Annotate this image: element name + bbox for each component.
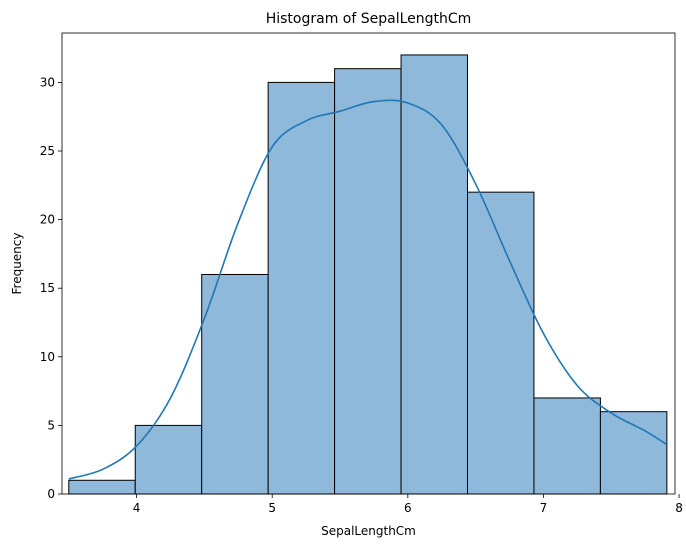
plot-frame <box>61 32 676 495</box>
histogram-bar-5 <box>334 68 402 495</box>
x-tick-label: 8 <box>675 501 683 515</box>
y-tick-label: 10 <box>40 350 55 364</box>
y-axis-ticks: 0 5 10 15 20 25 30 <box>40 75 62 501</box>
y-tick-label: 30 <box>40 75 55 89</box>
x-axis-ticks: 4 5 6 7 8 <box>133 494 683 515</box>
histogram-bar-7 <box>467 191 535 495</box>
x-axis-label: SepalLengthCm <box>321 524 416 538</box>
y-tick-label: 0 <box>47 487 55 501</box>
y-tick-label: 5 <box>47 418 55 432</box>
histogram-bar-9 <box>599 411 668 495</box>
histogram-bar-2 <box>134 424 203 495</box>
x-tick-label: 6 <box>404 501 412 515</box>
x-tick-label: 5 <box>268 501 276 515</box>
x-tick-label: 4 <box>133 501 141 515</box>
histogram-bar-1 <box>68 479 136 495</box>
histogram-bar-3 <box>201 273 269 495</box>
histogram-bar-8 <box>533 397 601 495</box>
chart-title: Histogram of SepalLengthCm <box>266 11 472 27</box>
histogram-bars <box>68 54 668 495</box>
y-axis-label: Frequency <box>10 233 24 295</box>
y-tick-label: 25 <box>40 144 55 158</box>
y-tick-label: 20 <box>40 213 55 227</box>
histogram-bar-6 <box>400 54 469 495</box>
y-tick-label: 15 <box>40 281 55 295</box>
kde-curve <box>68 99 668 480</box>
x-tick-label: 7 <box>540 501 548 515</box>
histogram-bar-4 <box>267 81 336 495</box>
